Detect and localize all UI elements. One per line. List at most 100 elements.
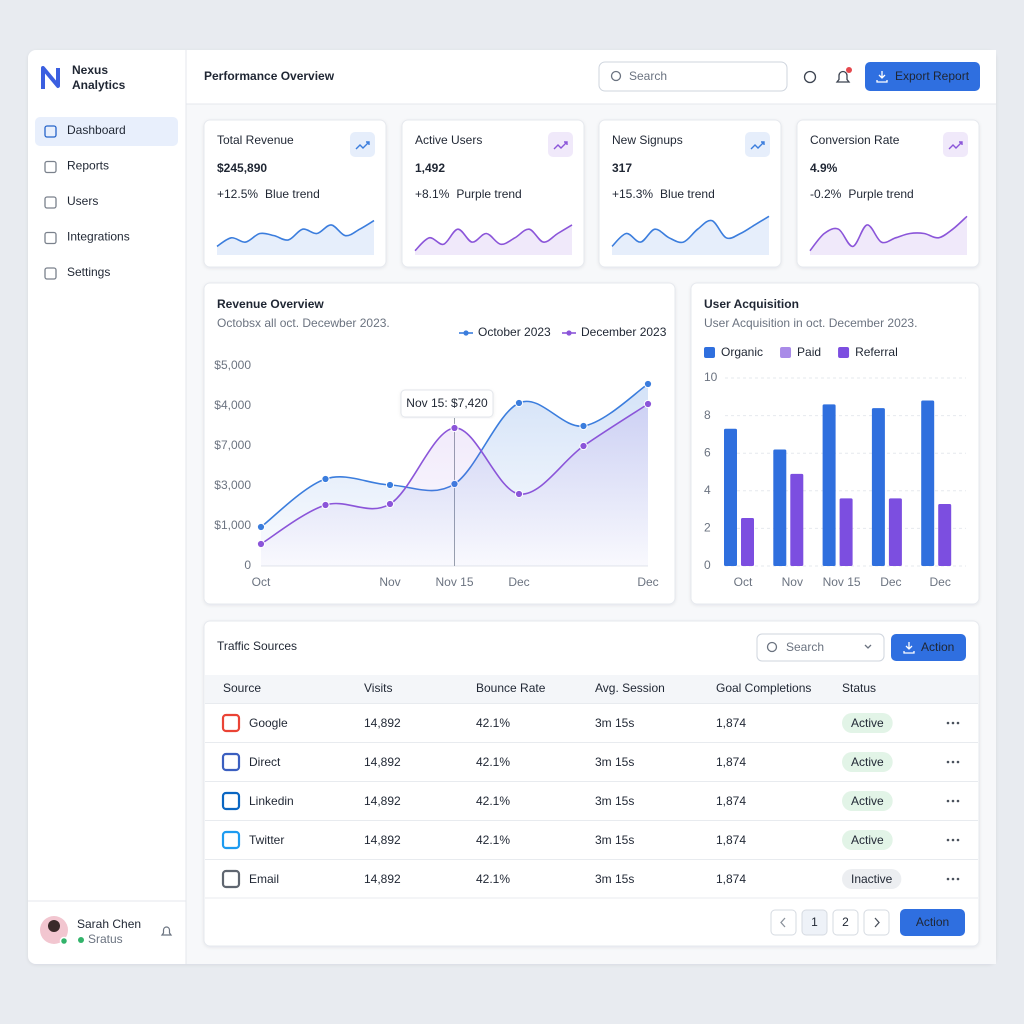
legend-dot: [566, 330, 572, 336]
kpi-label: New Signups: [612, 133, 683, 147]
column-header: Avg. Session: [595, 681, 665, 695]
topbar: [186, 50, 996, 104]
row-menu-dot: [956, 760, 960, 764]
kpi-trend: Blue trend: [660, 187, 715, 201]
next-button[interactable]: [863, 909, 890, 936]
avatar-head: [48, 920, 60, 932]
page-button[interactable]: [801, 909, 828, 936]
export-button[interactable]: [865, 62, 980, 91]
data-point: [385, 499, 395, 509]
download-icon: [903, 642, 915, 654]
page-number: 1: [811, 915, 818, 929]
page-button[interactable]: [832, 909, 859, 936]
nav-item[interactable]: Settings: [67, 265, 110, 279]
table-cell: 3m 15s: [595, 716, 634, 730]
x-tick-label: Dec: [637, 575, 658, 589]
row-menu-dot: [956, 838, 960, 842]
table-cell: 14,892: [364, 755, 401, 769]
source-name: Twitter: [249, 833, 284, 847]
y-tick-label: 0: [704, 558, 711, 572]
nav-item[interactable]: Reports: [67, 159, 109, 173]
y-tick-label: 10: [704, 370, 718, 384]
chart-title: Revenue Overview: [217, 297, 324, 311]
search-box[interactable]: [598, 61, 788, 92]
y-tick-label: 4: [704, 483, 711, 497]
chat-icon[interactable]: [803, 70, 817, 84]
search-icon: [766, 641, 778, 653]
legend-label: October 2023: [478, 325, 551, 339]
sparkline-area: [612, 216, 769, 255]
nav-item[interactable]: Integrations: [67, 230, 130, 244]
row-menu-dot: [956, 799, 960, 803]
table-cell: 14,892: [364, 833, 401, 847]
footer-action-label: Action: [916, 915, 949, 929]
status-dot: [78, 937, 84, 943]
kpi-card: [203, 119, 387, 268]
brand-name: Analytics: [72, 78, 126, 92]
row-menu-dot: [946, 760, 950, 764]
nav-item[interactable]: Dashboard: [67, 123, 126, 137]
source-name: Email: [249, 872, 279, 886]
source-icon: [221, 791, 241, 811]
source-name: Linkedin: [249, 794, 294, 808]
action-button[interactable]: [891, 634, 966, 661]
kpi-value: 1,492: [415, 161, 445, 175]
chevron: [864, 644, 872, 649]
kpi-change: -0.2%: [810, 187, 842, 201]
bar: [724, 428, 737, 566]
data-point: [256, 539, 266, 549]
search-placeholder: Search: [629, 69, 667, 83]
prev-button[interactable]: [770, 909, 797, 936]
table-cell: 1,874: [716, 794, 746, 808]
kpi-card: [401, 119, 585, 268]
kpi-change: +8.1%: [415, 187, 450, 201]
chart-subtitle: Octobsx all oct. Decewber 2023.: [217, 316, 390, 330]
y-tick-label: $7,000: [214, 438, 251, 452]
row-menu-dot: [946, 799, 950, 803]
tooltip-text: Nov 15: $7,420: [406, 396, 488, 410]
data-point: [321, 500, 330, 510]
source-name: Direct: [249, 755, 281, 769]
chart-subtitle: User Acquisition in oct. December 2023.: [704, 316, 917, 330]
table-cell: 1,874: [716, 872, 746, 886]
bar: [741, 518, 754, 566]
bar: [790, 473, 804, 566]
data-point: [643, 399, 653, 409]
sparkline-area: [810, 216, 967, 255]
kpi-icon-bg: [745, 132, 770, 157]
status-badge: [842, 752, 893, 772]
table-search[interactable]: [756, 633, 885, 662]
action-label: Action: [921, 640, 954, 654]
row-menu-dot: [946, 721, 950, 725]
search-placeholder: Search: [786, 640, 824, 654]
y-tick-label: $1,000: [214, 518, 251, 532]
table-cell: 3m 15s: [595, 833, 634, 847]
chart-title: User Acquisition: [704, 297, 799, 311]
sparkline: [809, 215, 968, 252]
source-icon: [221, 869, 241, 889]
row-menu-dot: [951, 760, 955, 764]
column-header: Goal Completions: [716, 681, 811, 695]
row-menu-dot: [951, 877, 955, 881]
nav-item[interactable]: Users: [67, 194, 98, 208]
table-cell: 42.1%: [476, 716, 510, 730]
legend-swatch: [838, 347, 850, 358]
kpi-icon-bg: [548, 132, 573, 157]
table-cell: 3m 15s: [595, 755, 634, 769]
bell-icon[interactable]: [835, 70, 851, 83]
online-dot: [59, 936, 69, 946]
y-tick-label: 8: [704, 408, 711, 422]
source-icon: [221, 752, 241, 772]
status-text: Inactive: [851, 872, 893, 886]
table-card: [203, 620, 980, 947]
table-cell: 14,892: [364, 872, 401, 886]
data-point: [514, 398, 524, 408]
bar: [871, 408, 885, 566]
series-area: [261, 404, 648, 566]
legend-label: Paid: [797, 345, 821, 359]
column-header: Status: [842, 681, 876, 695]
footer-action-button[interactable]: [900, 909, 965, 936]
kpi-change: +12.5%: [217, 187, 258, 201]
table-cell: 42.1%: [476, 755, 510, 769]
